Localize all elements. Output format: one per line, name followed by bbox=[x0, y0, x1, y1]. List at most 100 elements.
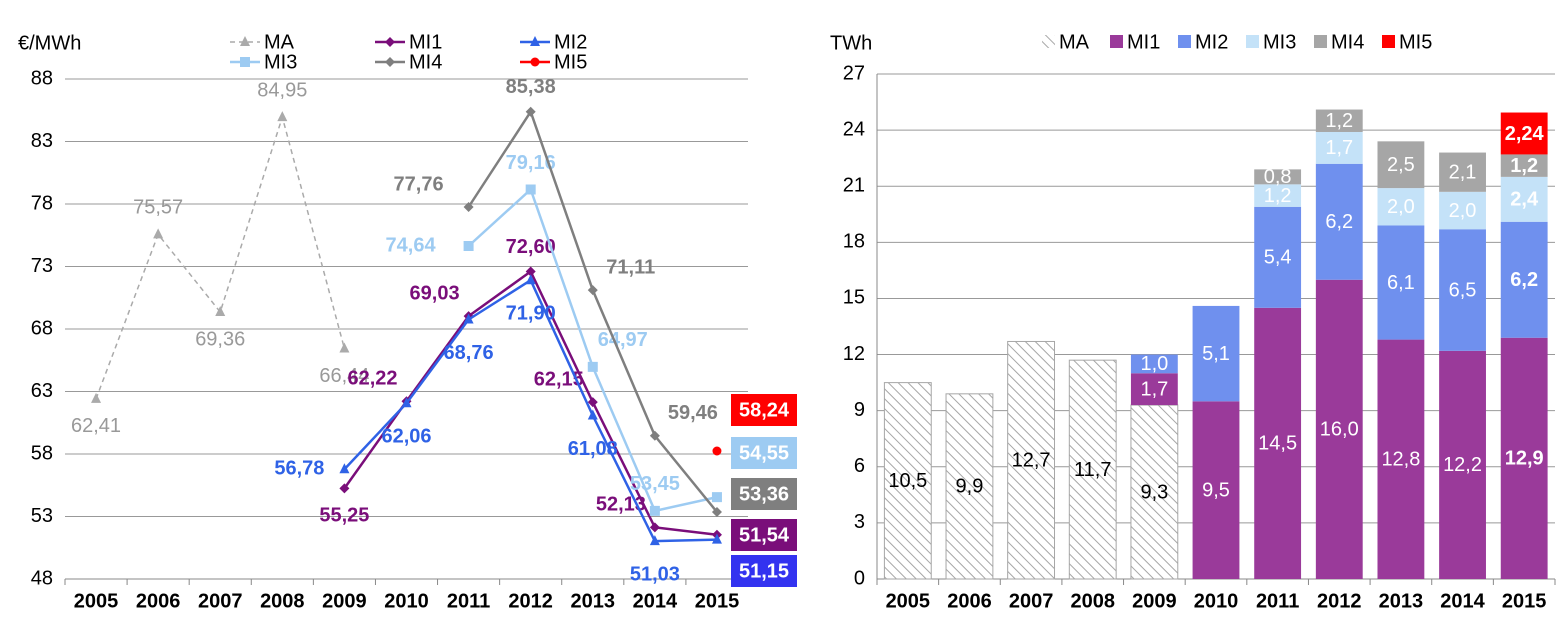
marker bbox=[215, 306, 226, 316]
value-label-box bbox=[731, 519, 797, 551]
legend-swatch bbox=[1042, 35, 1055, 48]
bar-segment bbox=[1500, 221, 1548, 338]
value-label: 55,25 bbox=[319, 505, 369, 527]
x-tick-label: 2014 bbox=[1440, 590, 1485, 612]
value-label: 68,76 bbox=[444, 342, 494, 364]
value-label: 9,3 bbox=[1140, 481, 1168, 503]
value-label: 77,76 bbox=[394, 173, 444, 195]
value-label: 2,0 bbox=[1449, 200, 1477, 222]
value-label: 53,45 bbox=[630, 473, 680, 495]
marker bbox=[277, 111, 288, 122]
value-label: 62,15 bbox=[534, 368, 584, 390]
legend-label: MI1 bbox=[409, 31, 442, 53]
marker bbox=[530, 57, 540, 67]
marker bbox=[711, 533, 722, 544]
value-label: 9,9 bbox=[956, 476, 984, 498]
bar-segment bbox=[1377, 188, 1425, 226]
y-tick-label: 83 bbox=[31, 130, 53, 152]
bar-segment bbox=[1315, 279, 1363, 579]
marker bbox=[463, 202, 474, 212]
bar-segment bbox=[1130, 373, 1178, 406]
value-label: 6,2 bbox=[1325, 211, 1353, 233]
value-label: 71,90 bbox=[506, 303, 556, 325]
bar-segment bbox=[1439, 191, 1486, 230]
value-label: 2,5 bbox=[1387, 154, 1415, 176]
bar-segment bbox=[1439, 229, 1486, 351]
y-tick-label: 27 bbox=[843, 62, 865, 84]
legend-swatch bbox=[1314, 35, 1327, 48]
marker bbox=[587, 361, 598, 372]
value-label: 79,16 bbox=[506, 152, 556, 174]
series-line bbox=[95, 114, 346, 400]
value-label: 6,5 bbox=[1449, 279, 1477, 301]
y-tick-label: 3 bbox=[854, 511, 865, 533]
legend-label: MI5 bbox=[1399, 31, 1432, 53]
x-tick-label: 2011 bbox=[1256, 590, 1299, 612]
marker bbox=[339, 342, 350, 353]
value-label: 2,1 bbox=[1449, 161, 1477, 183]
marker bbox=[339, 483, 350, 494]
value-label: 1,0 bbox=[1140, 353, 1168, 375]
x-tick-label: 2014 bbox=[633, 590, 678, 612]
marker bbox=[240, 36, 250, 46]
x-tick-label: 2013 bbox=[1379, 590, 1424, 612]
value-label: 69,36 bbox=[195, 328, 245, 350]
value-label-box bbox=[731, 478, 797, 510]
legend-label: MA bbox=[1059, 31, 1090, 53]
value-label: 12,9 bbox=[1505, 448, 1544, 470]
x-tick-label: 2010 bbox=[1194, 590, 1239, 612]
value-label: 62,22 bbox=[347, 368, 397, 390]
marker bbox=[649, 522, 660, 533]
x-tick-label: 2006 bbox=[947, 590, 992, 612]
bar-segment bbox=[1315, 109, 1363, 132]
value-label: 11,7 bbox=[1074, 459, 1111, 481]
bar-segment bbox=[1439, 152, 1486, 192]
legend-swatch bbox=[1178, 35, 1191, 48]
value-label: 1,2 bbox=[1325, 110, 1353, 132]
y-tick-label: 6 bbox=[854, 455, 865, 477]
y-tick-label: 88 bbox=[31, 67, 53, 89]
x-tick-label: 2012 bbox=[508, 590, 553, 612]
marker bbox=[240, 57, 250, 67]
value-label: 84,95 bbox=[257, 79, 307, 101]
value-label: 10,5 bbox=[888, 470, 927, 492]
marker bbox=[463, 241, 474, 251]
bar-segment bbox=[1254, 169, 1302, 185]
value-label: 1,2 bbox=[1264, 185, 1292, 207]
value-label: 16,0 bbox=[1320, 419, 1359, 441]
marker bbox=[463, 313, 474, 324]
value-label: 75,57 bbox=[133, 197, 183, 219]
x-tick-label: 2009 bbox=[322, 590, 367, 612]
x-tick-label: 2007 bbox=[198, 590, 243, 612]
marker bbox=[91, 392, 102, 403]
legend-label: MI5 bbox=[554, 51, 587, 73]
value-label: 69,03 bbox=[410, 282, 460, 304]
value-label: 64,97 bbox=[598, 329, 648, 351]
x-tick-label: 2009 bbox=[1132, 590, 1177, 612]
legend-label: MI2 bbox=[554, 31, 587, 53]
legend-swatch bbox=[1246, 35, 1259, 48]
legend-label: MI4 bbox=[1331, 31, 1364, 53]
y-tick-label: 63 bbox=[31, 380, 53, 402]
value-label: 61,08 bbox=[568, 438, 618, 460]
y-tick-label: 68 bbox=[31, 317, 53, 339]
bar-segment bbox=[1500, 176, 1548, 222]
x-tick-label: 2005 bbox=[74, 590, 119, 612]
value-label: 1,7 bbox=[1140, 378, 1168, 400]
value-label: 54,55 bbox=[739, 442, 789, 464]
x-tick-label: 2008 bbox=[1070, 590, 1115, 612]
x-tick-label: 2015 bbox=[695, 590, 740, 612]
bar-segment bbox=[1439, 350, 1486, 579]
y-tick-label: 48 bbox=[31, 567, 53, 589]
legend-swatch bbox=[1382, 35, 1395, 48]
value-label-box bbox=[731, 437, 797, 469]
value-label: 66,44 bbox=[319, 365, 369, 387]
bar-segment bbox=[1068, 359, 1117, 580]
x-tick-label: 2005 bbox=[886, 590, 931, 612]
marker bbox=[649, 505, 660, 516]
bar-segment bbox=[1500, 337, 1548, 579]
x-tick-label: 2011 bbox=[447, 590, 490, 612]
bar-segment bbox=[1254, 206, 1302, 308]
value-label: 1,2 bbox=[1510, 155, 1538, 177]
